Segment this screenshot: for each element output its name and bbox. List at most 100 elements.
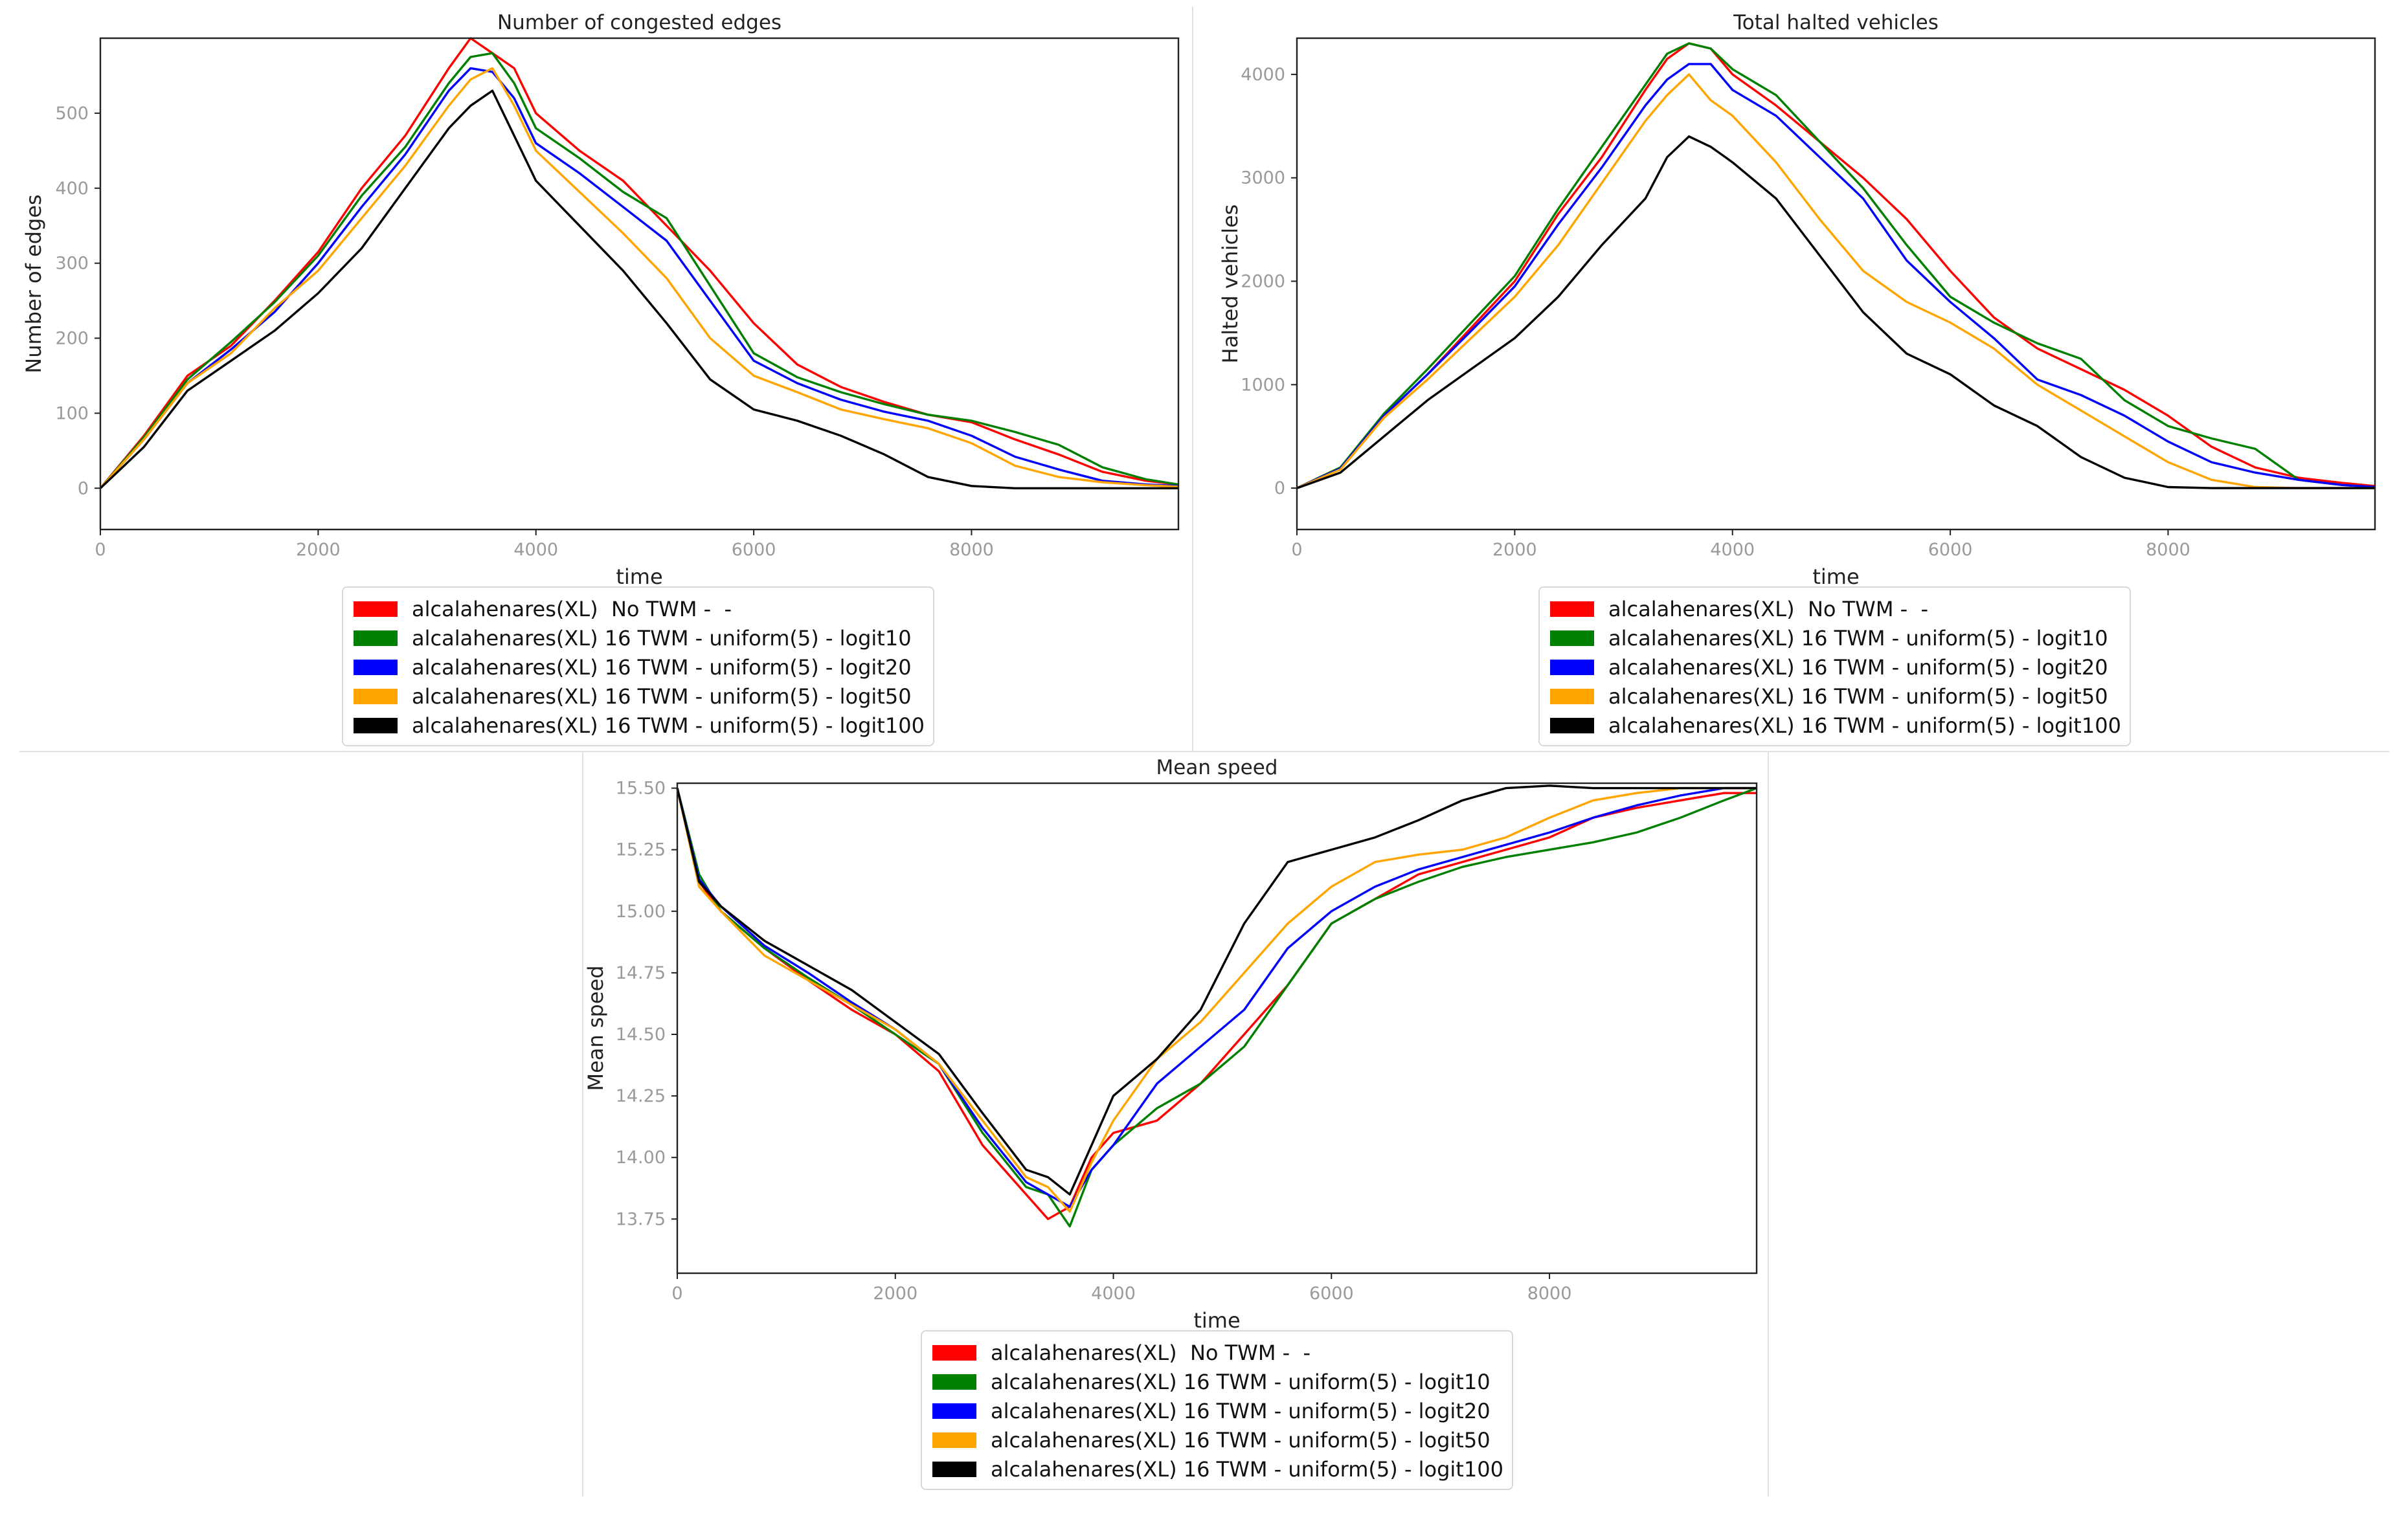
y-tick-label: 14.50 — [616, 1025, 666, 1045]
legend-swatch-green — [932, 1374, 976, 1390]
y-axis-label: Number of edges — [21, 194, 46, 373]
legend-label: alcalahenares(XL) No TWM - - — [412, 596, 732, 621]
y-tick-label: 15.25 — [616, 840, 666, 860]
x-tick-label: 0 — [671, 1284, 682, 1304]
y-tick-label: 3000 — [1241, 168, 1285, 188]
y-tick-label: 15.50 — [616, 779, 666, 799]
series-line-red — [1296, 42, 2376, 489]
x-axis-label: time — [1193, 1308, 1240, 1333]
legend-swatch-red — [932, 1344, 976, 1361]
legend-label: alcalahenares(XL) No TWM - - — [1608, 596, 1929, 621]
legend-item: alcalahenares(XL) 16 TWM - uniform(5) - … — [1550, 682, 2117, 711]
y-tick-label: 200 — [55, 329, 89, 349]
y-tick-label: 1000 — [1241, 375, 1285, 395]
legend-swatch-orange — [932, 1432, 976, 1448]
legend-label: alcalahenares(XL) No TWM - - — [991, 1340, 1311, 1365]
chart-title: Total halted vehicles — [1733, 11, 1939, 34]
plot-frame — [99, 37, 1180, 531]
legend-label: alcalahenares(XL) 16 TWM - uniform(5) - … — [1608, 625, 2108, 651]
legend-item: alcalahenares(XL) 16 TWM - uniform(5) - … — [1550, 623, 2117, 652]
x-tick-label: 4000 — [1710, 540, 1755, 560]
series-line-black — [99, 89, 1178, 489]
legend-label: alcalahenares(XL) 16 TWM - uniform(5) - … — [1608, 684, 2108, 709]
legend-swatch-green — [1550, 630, 1594, 646]
x-tick-label: 8000 — [1527, 1284, 1572, 1304]
legend-label: alcalahenares(XL) 16 TWM - uniform(5) - … — [412, 625, 912, 651]
chart-title: Number of congested edges — [497, 11, 782, 34]
legend-congested-edges: alcalahenares(XL) No TWM - - alcalahenar… — [342, 586, 934, 746]
series-line-green — [99, 52, 1179, 489]
y-tick-label: 100 — [55, 403, 89, 423]
chart-mean-speed: Mean speed 0 2000 4000 6000 8000 13.75 14.00 14.… — [583, 756, 1758, 1333]
legend-label: alcalahenares(XL) 16 TWM - uniform(5) - … — [412, 684, 912, 709]
y-tick-label: 14.75 — [616, 963, 666, 983]
y-tick-label: 14.00 — [616, 1148, 666, 1168]
x-tick-label: 6000 — [732, 540, 776, 560]
x-tick-label: 2000 — [873, 1284, 917, 1304]
legend-label: alcalahenares(XL) 16 TWM - uniform(5) - … — [991, 1369, 1491, 1394]
plot-frame — [1296, 37, 2376, 531]
series-line-black — [1296, 135, 2375, 489]
legend-swatch-black — [354, 717, 398, 733]
legend-item: alcalahenares(XL) 16 TWM - uniform(5) - … — [1550, 652, 2117, 682]
legend-item: alcalahenares(XL) 16 TWM - uniform(5) - … — [932, 1425, 1499, 1454]
chart-title: Mean speed — [1156, 756, 1278, 779]
y-axis-label: Mean speed — [583, 965, 608, 1091]
legend-swatch-black — [1550, 717, 1594, 733]
legend-swatch-red — [354, 601, 398, 617]
legend-label: alcalahenares(XL) 16 TWM - uniform(5) - … — [1608, 654, 2108, 680]
x-tick-label: 8000 — [949, 540, 994, 560]
x-axis-label: time — [616, 564, 662, 589]
legend-swatch-blue — [1550, 659, 1594, 675]
series-line-red — [676, 788, 1757, 1221]
legend-item: alcalahenares(XL) 16 TWM - uniform(5) - … — [354, 652, 920, 682]
legend-label: alcalahenares(XL) 16 TWM - uniform(5) - … — [991, 1456, 1503, 1482]
legend-swatch-orange — [354, 688, 398, 704]
series-line-green — [1296, 42, 2376, 489]
legend-swatch-black — [932, 1461, 976, 1477]
y-tick-label: 0 — [1274, 478, 1285, 498]
series-line-green — [676, 787, 1757, 1228]
x-tick-label: 0 — [1291, 540, 1302, 560]
series-line-black — [676, 785, 1757, 1196]
legend-mean-speed: alcalahenares(XL) No TWM - - alcalahenar… — [921, 1330, 1513, 1490]
y-tick-label: 400 — [55, 179, 89, 199]
x-tick-label: 4000 — [1091, 1284, 1136, 1304]
legend-item: alcalahenares(XL) 16 TWM - uniform(5) - … — [354, 682, 920, 711]
legend-swatch-orange — [1550, 688, 1594, 704]
series-line-blue — [1296, 63, 2376, 489]
series-line-orange — [676, 786, 1757, 1213]
y-tick-label: 13.75 — [616, 1209, 666, 1229]
y-tick-label: 14.25 — [616, 1086, 666, 1106]
chart-halted-vehicles: Total halted vehicles 0 2000 4000 6000 8000 0 1… — [1218, 11, 2376, 589]
x-tick-label: 8000 — [2146, 540, 2190, 560]
legend-label: alcalahenares(XL) 16 TWM - uniform(5) - … — [1608, 713, 2121, 738]
legend-item: alcalahenares(XL) 16 TWM - uniform(5) - … — [932, 1454, 1503, 1484]
y-tick-label: 300 — [55, 254, 89, 274]
y-tick-label: 2000 — [1241, 272, 1285, 292]
legend-item: alcalahenares(XL) 16 TWM - uniform(5) - … — [932, 1367, 1499, 1396]
y-tick-label: 0 — [78, 478, 89, 498]
y-tick-label: 4000 — [1241, 65, 1285, 85]
vertical-divider-bottom-right — [1768, 752, 1769, 1497]
series-line-blue — [676, 786, 1757, 1208]
x-tick-label: 4000 — [513, 540, 558, 560]
legend-item: alcalahenares(XL) 16 TWM - uniform(5) - … — [354, 711, 925, 740]
series-line-red — [99, 37, 1179, 489]
vertical-divider-top — [1192, 6, 1193, 751]
legend-item: alcalahenares(XL) 16 TWM - uniform(5) - … — [932, 1396, 1499, 1425]
x-tick-label: 2000 — [296, 540, 341, 560]
legend-swatch-blue — [932, 1403, 976, 1419]
y-axis-label: Halted vehicles — [1218, 205, 1243, 364]
legend-item: alcalahenares(XL) 16 TWM - uniform(5) - … — [1550, 711, 2121, 740]
y-tick-label: 15.00 — [616, 902, 666, 922]
x-tick-label: 2000 — [1492, 540, 1537, 560]
legend-swatch-red — [1550, 601, 1594, 617]
x-tick-label: 6000 — [1309, 1284, 1354, 1304]
legend-label: alcalahenares(XL) 16 TWM - uniform(5) - … — [412, 713, 925, 738]
legend-label: alcalahenares(XL) 16 TWM - uniform(5) - … — [991, 1427, 1491, 1453]
x-tick-label: 6000 — [1928, 540, 1973, 560]
legend-swatch-blue — [354, 659, 398, 675]
horizontal-divider — [19, 751, 2389, 752]
series-line-orange — [99, 67, 1179, 489]
